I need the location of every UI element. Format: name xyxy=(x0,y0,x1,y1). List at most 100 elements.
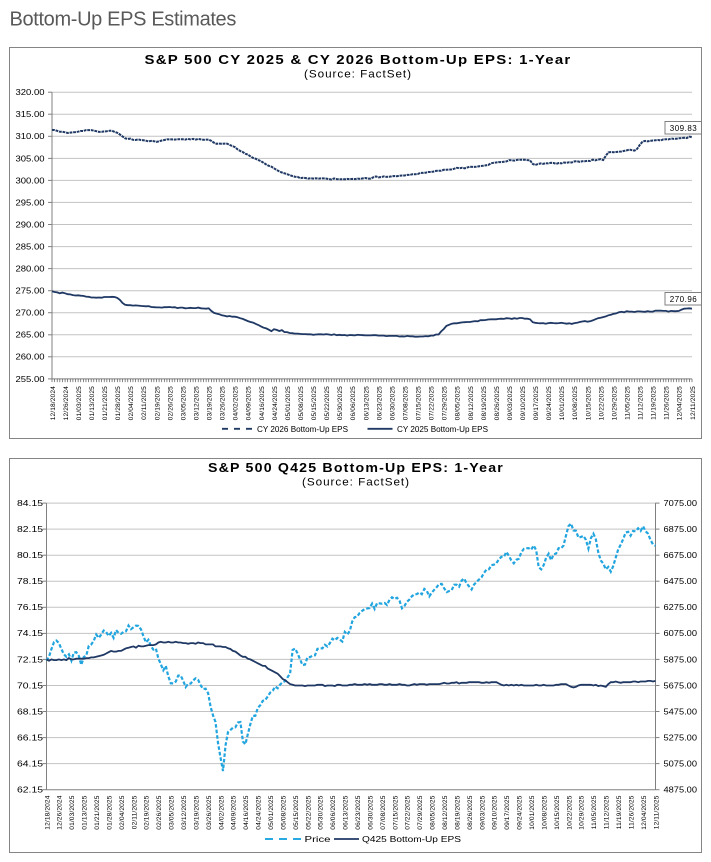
svg-text:03/12/2025: 03/12/2025 xyxy=(194,386,201,420)
svg-text:12/26/2024: 12/26/2024 xyxy=(63,386,70,420)
svg-text:04/09/2025: 04/09/2025 xyxy=(246,386,253,420)
svg-text:11/19/2025: 11/19/2025 xyxy=(651,386,658,420)
svg-text:09/24/2025: 09/24/2025 xyxy=(546,386,553,420)
svg-text:08/19/2025: 08/19/2025 xyxy=(454,795,461,829)
svg-text:09/10/2025: 09/10/2025 xyxy=(520,386,527,420)
svg-text:6675.00: 6675.00 xyxy=(664,550,698,560)
svg-text:01/03/2025: 01/03/2025 xyxy=(76,386,83,420)
svg-text:Price: Price xyxy=(305,835,332,844)
svg-text:02/04/2025: 02/04/2025 xyxy=(119,795,126,829)
svg-text:10/22/2025: 10/22/2025 xyxy=(598,386,605,420)
svg-text:11/12/2025: 11/12/2025 xyxy=(638,386,645,420)
svg-text:82.15: 82.15 xyxy=(17,524,43,534)
svg-text:300.00: 300.00 xyxy=(16,175,45,185)
svg-text:70.15: 70.15 xyxy=(17,680,43,690)
svg-text:04/09/2025: 04/09/2025 xyxy=(231,795,238,829)
svg-text:09/17/2025: 09/17/2025 xyxy=(504,795,511,829)
svg-text:S&P 500 Q425 Bottom-Up EPS: 1-: S&P 500 Q425 Bottom-Up EPS: 1-Year xyxy=(208,461,504,475)
svg-text:05/30/2025: 05/30/2025 xyxy=(318,795,325,829)
svg-text:275.00: 275.00 xyxy=(16,286,45,296)
svg-text:07/08/2025: 07/08/2025 xyxy=(380,795,387,829)
svg-text:Bottom-Up EPS Estimates: Bottom-Up EPS Estimates xyxy=(10,9,237,31)
svg-text:10/29/2025: 10/29/2025 xyxy=(579,795,586,829)
svg-text:09/17/2025: 09/17/2025 xyxy=(533,386,540,420)
svg-text:06/30/2025: 06/30/2025 xyxy=(367,795,374,829)
svg-text:64.15: 64.15 xyxy=(17,759,43,769)
svg-text:08/05/2025: 08/05/2025 xyxy=(455,386,462,420)
svg-text:80.15: 80.15 xyxy=(17,550,43,560)
svg-text:(Source: FactSet): (Source: FactSet) xyxy=(302,477,410,489)
svg-text:07/15/2025: 07/15/2025 xyxy=(392,795,399,829)
svg-text:04/24/2025: 04/24/2025 xyxy=(256,795,263,829)
svg-text:12/04/2025: 12/04/2025 xyxy=(677,386,684,420)
svg-text:310.00: 310.00 xyxy=(16,131,45,141)
svg-text:05/22/2025: 05/22/2025 xyxy=(305,795,312,829)
svg-text:315.00: 315.00 xyxy=(16,109,45,119)
svg-text:10/29/2025: 10/29/2025 xyxy=(611,386,618,420)
svg-text:290.00: 290.00 xyxy=(16,219,45,229)
svg-text:280.00: 280.00 xyxy=(16,264,45,274)
svg-text:04/24/2025: 04/24/2025 xyxy=(272,386,279,420)
svg-text:12/18/2024: 12/18/2024 xyxy=(50,386,57,420)
svg-text:270.96: 270.96 xyxy=(670,295,698,304)
svg-text:305.00: 305.00 xyxy=(16,153,45,163)
svg-text:7075.00: 7075.00 xyxy=(664,498,698,508)
svg-text:03/05/2025: 03/05/2025 xyxy=(169,795,176,829)
svg-text:03/12/2025: 03/12/2025 xyxy=(181,795,188,829)
svg-text:05/15/2025: 05/15/2025 xyxy=(311,386,318,420)
svg-text:02/11/2025: 02/11/2025 xyxy=(141,386,148,420)
svg-text:11/26/2025: 11/26/2025 xyxy=(664,386,671,420)
svg-text:01/28/2025: 01/28/2025 xyxy=(106,795,113,829)
svg-text:10/01/2025: 10/01/2025 xyxy=(559,386,566,420)
svg-text:03/26/2025: 03/26/2025 xyxy=(206,795,213,829)
svg-text:08/05/2025: 08/05/2025 xyxy=(430,795,437,829)
svg-text:260.00: 260.00 xyxy=(16,352,45,362)
svg-text:02/19/2025: 02/19/2025 xyxy=(154,386,161,420)
svg-text:12/26/2024: 12/26/2024 xyxy=(57,795,64,829)
svg-text:6275.00: 6275.00 xyxy=(664,602,698,612)
svg-text:05/08/2025: 05/08/2025 xyxy=(298,386,305,420)
svg-text:10/22/2025: 10/22/2025 xyxy=(566,795,573,829)
svg-text:320.00: 320.00 xyxy=(16,87,45,97)
svg-text:66.15: 66.15 xyxy=(17,733,43,743)
svg-text:03/26/2025: 03/26/2025 xyxy=(220,386,227,420)
svg-text:06/23/2025: 06/23/2025 xyxy=(355,795,362,829)
svg-text:5675.00: 5675.00 xyxy=(664,680,698,690)
svg-text:255.00: 255.00 xyxy=(16,374,45,384)
svg-text:CY 2026 Bottom-Up EPS: CY 2026 Bottom-Up EPS xyxy=(257,425,348,434)
svg-text:68.15: 68.15 xyxy=(17,706,43,716)
svg-text:01/13/2025: 01/13/2025 xyxy=(89,386,96,420)
svg-text:02/11/2025: 02/11/2025 xyxy=(131,795,138,829)
svg-text:309.83: 309.83 xyxy=(670,124,698,133)
svg-text:72.15: 72.15 xyxy=(17,654,43,664)
svg-text:265.00: 265.00 xyxy=(16,330,45,340)
svg-text:01/03/2025: 01/03/2025 xyxy=(69,795,76,829)
svg-text:6475.00: 6475.00 xyxy=(664,576,698,586)
svg-text:01/21/2025: 01/21/2025 xyxy=(102,386,109,420)
svg-text:02/26/2025: 02/26/2025 xyxy=(156,795,163,829)
svg-text:03/05/2025: 03/05/2025 xyxy=(180,386,187,420)
svg-text:78.15: 78.15 xyxy=(17,576,43,586)
svg-text:01/28/2025: 01/28/2025 xyxy=(115,386,122,420)
svg-text:74.15: 74.15 xyxy=(17,628,43,638)
svg-text:08/26/2025: 08/26/2025 xyxy=(494,386,501,420)
svg-text:(Source: FactSet): (Source: FactSet) xyxy=(304,69,412,81)
svg-text:10/15/2025: 10/15/2025 xyxy=(585,386,592,420)
svg-text:05/01/2025: 05/01/2025 xyxy=(268,795,275,829)
svg-text:07/29/2025: 07/29/2025 xyxy=(417,795,424,829)
svg-text:08/12/2025: 08/12/2025 xyxy=(442,795,449,829)
svg-text:03/19/2025: 03/19/2025 xyxy=(207,386,214,420)
svg-text:01/21/2025: 01/21/2025 xyxy=(94,795,101,829)
svg-text:11/12/2025: 11/12/2025 xyxy=(604,795,611,829)
svg-text:295.00: 295.00 xyxy=(16,197,45,207)
svg-text:Q425 Bottom-Up EPS: Q425 Bottom-Up EPS xyxy=(362,835,461,844)
svg-text:07/22/2025: 07/22/2025 xyxy=(429,386,436,420)
svg-text:6875.00: 6875.00 xyxy=(664,524,698,534)
svg-text:09/24/2025: 09/24/2025 xyxy=(517,795,524,829)
svg-text:12/04/2025: 12/04/2025 xyxy=(641,795,648,829)
svg-text:5875.00: 5875.00 xyxy=(664,654,698,664)
svg-text:270.00: 270.00 xyxy=(16,308,45,318)
svg-text:12/11/2025: 12/11/2025 xyxy=(690,386,697,420)
svg-text:04/16/2025: 04/16/2025 xyxy=(259,386,266,420)
svg-text:10/08/2025: 10/08/2025 xyxy=(541,795,548,829)
